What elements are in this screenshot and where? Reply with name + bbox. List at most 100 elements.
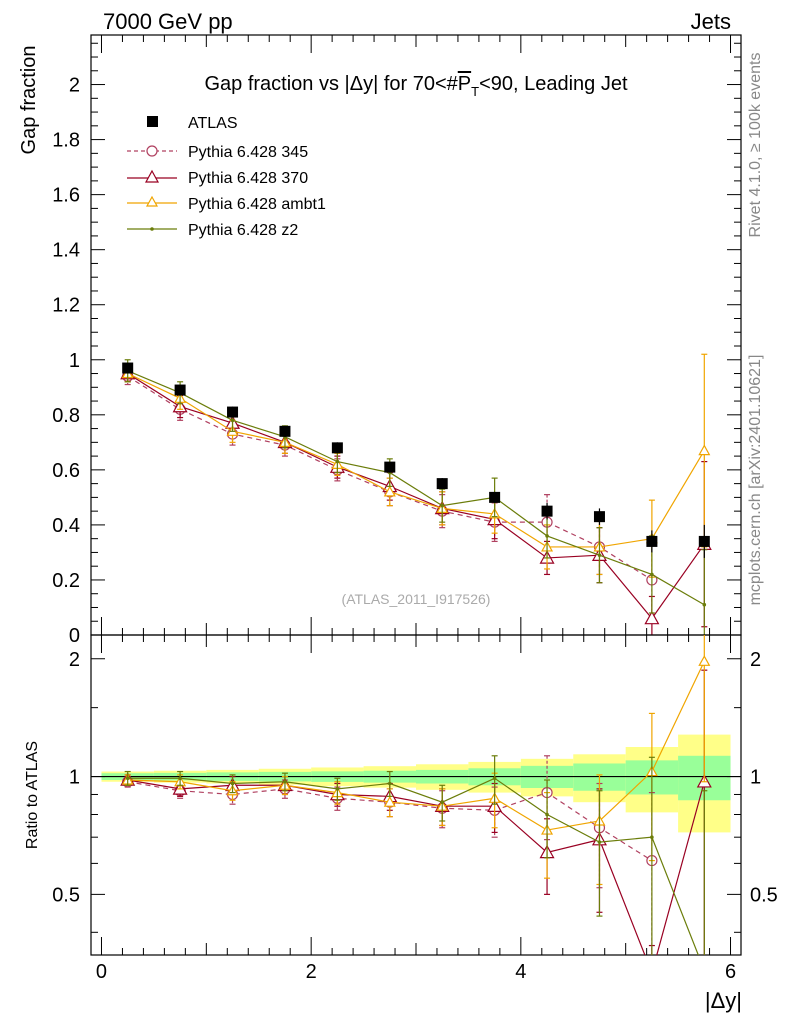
- x-tick-label: 6: [725, 961, 736, 983]
- series-line: [127, 661, 705, 831]
- series-point: [650, 572, 654, 577]
- legend-z2-marker: [150, 227, 154, 231]
- series-point: [125, 776, 130, 781]
- legend-345-marker: [146, 145, 158, 157]
- legend-345-label: Pythia 6.428 345: [188, 144, 308, 161]
- series-pythia-6.428-z2: [124, 755, 708, 955]
- atlas-point: [436, 478, 448, 490]
- bottom-y-tick-label-right: 0.5: [750, 884, 778, 906]
- series-point: [178, 776, 182, 781]
- bottom-y-tick-label: 1: [69, 767, 80, 789]
- legend-370-marker: [144, 169, 160, 183]
- bottom-y-axis: 0.5 0.5 1 1 2 2: [52, 649, 778, 933]
- series-line: [127, 370, 705, 606]
- rivet-version-label: Rivet 4.1.0, ≥ 100k events: [747, 53, 764, 238]
- series-point: [387, 781, 392, 786]
- energy-label: 7000 GeV pp: [103, 9, 233, 34]
- chart-title: Gap fraction vs |Δy| for 70<#PT<90, Lead…: [204, 73, 628, 99]
- series-point: [597, 553, 602, 557]
- series-point: [698, 444, 711, 456]
- atlas-point: [698, 535, 710, 547]
- top-y-tick-label: 1.2: [52, 295, 80, 317]
- chart-title-part-1: Gap fraction vs |Δy| for 70<#: [204, 73, 458, 95]
- series-point: [650, 835, 654, 839]
- top-y-tick-label: 1.8: [52, 130, 80, 152]
- series-line: [127, 777, 699, 955]
- series-point: [440, 800, 445, 805]
- atlas-point: [331, 442, 343, 454]
- legend-atlas-marker: [147, 116, 158, 127]
- chart-title-p-overline: P: [458, 73, 471, 95]
- bottom-x-axis: 0 2 4 6: [96, 635, 736, 983]
- x-axis-label: |Δy|: [705, 988, 742, 1013]
- atlas-point: [541, 505, 553, 517]
- top-y-tick-label: 0.2: [52, 570, 80, 592]
- top-y-tick-label: 0: [69, 625, 80, 647]
- atlas-point: [279, 425, 291, 437]
- series-point: [383, 485, 396, 497]
- top-series-layer: [120, 353, 712, 635]
- series-point: [335, 787, 340, 791]
- atlas-point: [122, 362, 134, 374]
- bottom-y-axis-label: Ratio to ATLAS: [24, 741, 41, 849]
- legend: ATLAS Pythia 6.428 345 Pythia 6.428 370 …: [127, 115, 326, 239]
- series-point: [230, 418, 235, 423]
- series-point: [644, 610, 660, 625]
- series-point: [383, 795, 396, 807]
- atlas-point: [593, 511, 605, 523]
- series-point: [698, 655, 711, 666]
- top-panel: 0 0.2 0.4 0.6 0.8 1 1.2 1.4 1.6 1.8 2 Gap fraction…: [18, 34, 742, 647]
- series-point: [230, 781, 235, 786]
- series-atlas-data: [122, 362, 710, 558]
- series-point: [545, 534, 549, 538]
- chart-title-t-subscript: T: [471, 84, 479, 99]
- series-point: [492, 776, 497, 781]
- top-y-tick-label: 1.6: [52, 185, 80, 207]
- x-tick-label: 0: [96, 961, 107, 983]
- bottom-series-layer: [120, 635, 712, 955]
- top-y-axis-label: Gap fraction: [18, 46, 40, 155]
- top-y-tick-label: 0.8: [52, 405, 80, 427]
- top-y-axis: 0 0.2 0.4 0.6 0.8 1 1.2 1.4 1.6 1.8 2: [52, 42, 741, 647]
- bottom-y-tick-label-right: 1: [750, 767, 761, 789]
- top-y-tick-label: 0.6: [52, 460, 80, 482]
- legend-370-label: Pythia 6.428 370: [188, 170, 308, 187]
- series-point: [702, 602, 707, 607]
- series-pythia-6.428-ambt1: [121, 353, 711, 578]
- top-y-tick-label: 1: [69, 350, 80, 372]
- series-point: [335, 459, 340, 464]
- atlas-point: [174, 384, 186, 396]
- analysis-watermark: (ATLAS_2011_I917526): [342, 591, 491, 607]
- series-line: [127, 779, 705, 955]
- series-line: [127, 372, 705, 548]
- series-pythia-6.428-z2: [124, 359, 708, 635]
- series-point: [440, 503, 445, 508]
- atlas-point: [646, 535, 658, 547]
- series-point: [283, 779, 287, 784]
- legend-z2-label: Pythia 6.428 z2: [188, 222, 298, 239]
- chart-title-part-2: <90, Leading Jet: [479, 73, 628, 95]
- legend-ambt1-label: Pythia 6.428 ambt1: [188, 196, 326, 213]
- bottom-y-tick-label: 2: [69, 649, 80, 671]
- group-label: Jets: [691, 9, 731, 34]
- top-x-axis: [100, 35, 732, 635]
- x-tick-label: 2: [306, 961, 317, 983]
- bottom-y-tick-label-right: 2: [750, 649, 761, 671]
- series-pythia-6.428-370: [120, 669, 712, 955]
- top-y-tick-label: 1.4: [52, 240, 80, 262]
- x-tick-label: 4: [515, 961, 526, 983]
- atlas-point: [489, 491, 501, 503]
- atlas-point: [227, 406, 239, 418]
- legend-atlas-label: ATLAS: [188, 115, 238, 132]
- top-y-tick-label: 0.4: [52, 515, 80, 537]
- series-point: [545, 812, 549, 817]
- series-point: [597, 840, 602, 844]
- mcplots-source-label: mcplots.cern.ch [arXiv:2401.10621]: [747, 355, 764, 606]
- series-line: [127, 373, 705, 620]
- legend-ambt1-marker: [145, 195, 159, 207]
- atlas-point: [384, 461, 396, 473]
- bottom-panel: 0.5 0.5 1 1 2 2 0 2 4 6 Ratio to ATLAS |Δy|: [24, 634, 778, 1013]
- bottom-y-tick-label: 0.5: [52, 884, 80, 906]
- top-y-tick-label: 2: [69, 75, 80, 97]
